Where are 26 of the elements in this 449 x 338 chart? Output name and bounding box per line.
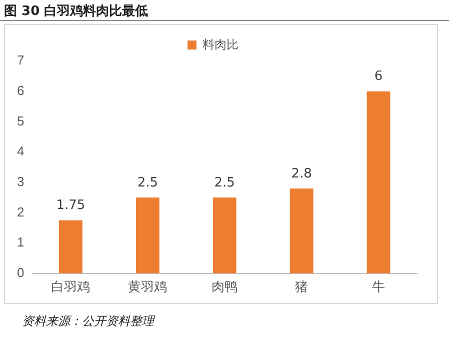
legend-label: 料肉比: [202, 37, 238, 52]
x-tick-label: 牛: [372, 278, 386, 294]
text: 资料来源：公开资料整理: [22, 313, 154, 330]
bar: [290, 188, 314, 274]
bar: [59, 220, 82, 274]
y-tick-label: 5: [16, 113, 24, 128]
x-tick-label: 猪: [295, 278, 308, 294]
bar: [136, 198, 160, 274]
y-tick-label: 6: [16, 82, 24, 98]
x-tick-label: 黄羽鸡: [128, 278, 168, 294]
y-tick-label: 7: [16, 52, 24, 68]
y-tick-label: 2: [16, 204, 24, 220]
data-label: 2.5: [214, 175, 235, 190]
chart-title: 图 30 白羽鸡料肉比最低: [4, 3, 148, 20]
data-label: 2.8: [291, 166, 312, 182]
bar: [212, 198, 236, 274]
y-tick-label: 4: [16, 144, 24, 159]
data-label: 6: [374, 69, 383, 84]
y-tick-label: 0: [16, 264, 24, 280]
y-tick-label: 1: [16, 234, 24, 250]
bar: [366, 91, 390, 274]
x-tick-label: 肉鸭: [212, 278, 238, 294]
x-tick-label: 白羽鸡: [51, 278, 90, 294]
data-label: 1.75: [56, 198, 86, 214]
y-tick-label: 3: [16, 174, 24, 189]
data-label: 2.5: [137, 175, 158, 190]
